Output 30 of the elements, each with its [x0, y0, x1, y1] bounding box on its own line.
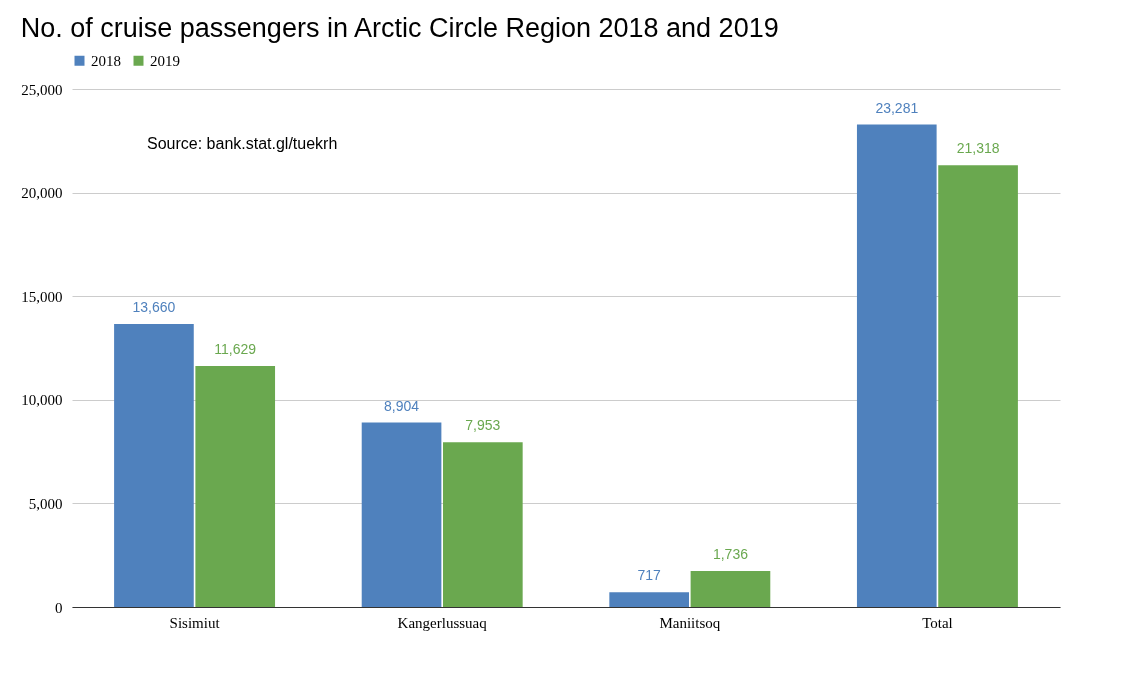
chart-title: No. of cruise passengers in Arctic Circle Region 2018 and 2019	[20, 13, 779, 43]
x-tick-label: Total	[922, 614, 953, 631]
data-label: 13,660	[132, 298, 176, 315]
bar	[195, 366, 276, 607]
bar	[443, 442, 523, 607]
legend-label: 2018	[91, 52, 121, 69]
y-tick-label: 5,000	[28, 495, 63, 512]
y-tick-label: 0	[55, 599, 63, 616]
data-label: 1,736	[712, 546, 749, 563]
data-label: 7,953	[465, 417, 501, 434]
bar	[856, 124, 937, 607]
y-tick-label: 25,000	[21, 81, 63, 98]
x-tick-label: Sisimiut	[169, 614, 221, 631]
annotation: Source: bank.stat.gl/tuekrh	[147, 135, 338, 152]
legend-label: 2019	[150, 52, 180, 69]
x-tick-label: Kangerlussuaq	[397, 614, 488, 631]
bar	[361, 422, 442, 607]
bar	[690, 571, 771, 607]
bar	[938, 165, 1018, 607]
data-label: 11,629	[214, 341, 257, 358]
x-tick-label: Maniitsoq	[659, 614, 721, 631]
data-label: 717	[637, 567, 662, 584]
data-label: 8,904	[384, 397, 420, 414]
data-label: 21,318	[956, 140, 1000, 157]
y-tick-label: 10,000	[21, 392, 63, 409]
bar	[609, 592, 689, 607]
y-tick-label: 15,000	[21, 288, 63, 305]
y-tick-label: 20,000	[21, 185, 63, 202]
bar	[114, 323, 194, 607]
data-label: 23,281	[875, 99, 919, 116]
